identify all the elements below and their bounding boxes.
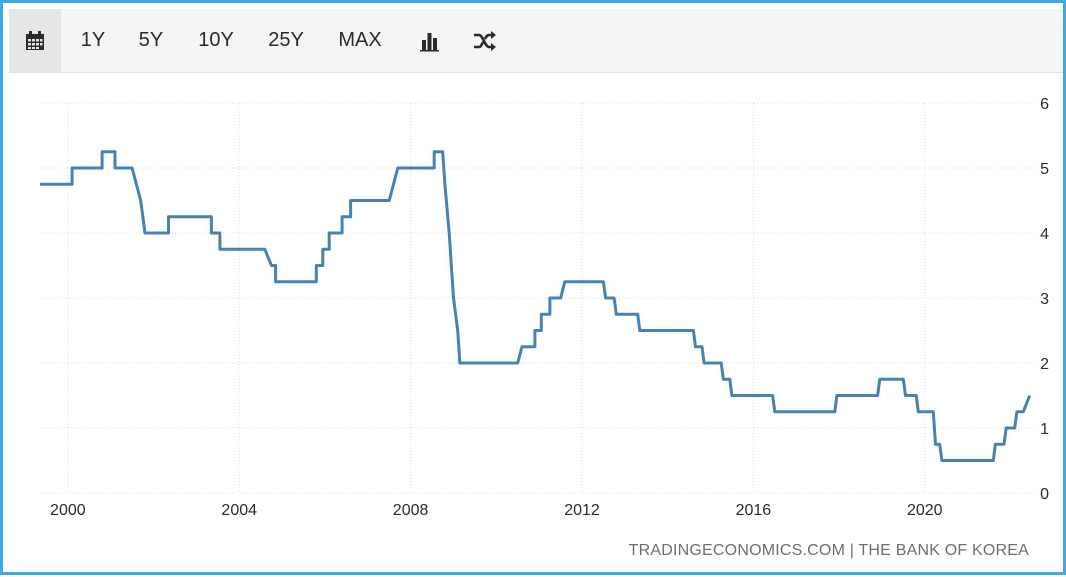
y-tick-label: 6 (1040, 96, 1049, 113)
range-10y-button[interactable]: 10Y (198, 29, 234, 51)
y-tick-label: 5 (1040, 161, 1049, 178)
y-tick-label: 4 (1040, 226, 1049, 243)
chart-type-button[interactable] (413, 9, 445, 72)
x-tick-label: 2016 (736, 502, 772, 519)
bar-chart-icon (420, 32, 439, 52)
compare-button[interactable] (469, 9, 501, 72)
y-tick-label: 2 (1040, 356, 1049, 373)
calendar-button[interactable] (9, 9, 61, 72)
range-5y-button[interactable]: 5Y (138, 29, 164, 51)
x-tick-label: 2004 (221, 502, 257, 519)
x-tick-label: 2000 (50, 502, 86, 519)
chart-area: 2000 2004 2008 2012 2016 2020 0 1 2 3 4 5 6 (9, 73, 1063, 572)
line-chart: 2000 2004 2008 2012 2016 2020 0 1 2 3 4 5 6 (40, 96, 1049, 519)
shuffle-icon (474, 30, 496, 51)
x-tick-label: 2012 (564, 502, 600, 519)
x-tick-label: 2008 (393, 502, 429, 519)
series-line (40, 150, 1032, 462)
range-1y-button[interactable]: 1Y (80, 29, 106, 51)
range-max-button[interactable]: MAX (338, 29, 382, 51)
y-tick-label: 0 (1040, 486, 1049, 503)
source-credit: TRADINGECONOMICS.COM | THE BANK OF KOREA (628, 542, 1029, 559)
y-tick-label: 1 (1040, 421, 1049, 438)
y-tick-label: 3 (1040, 291, 1049, 308)
calendar-icon (26, 30, 44, 50)
toolbar: 1Y 5Y 10Y 25Y MAX (9, 9, 1063, 73)
range-25y-button[interactable]: 25Y (268, 29, 304, 51)
x-tick-label: 2020 (907, 502, 943, 519)
